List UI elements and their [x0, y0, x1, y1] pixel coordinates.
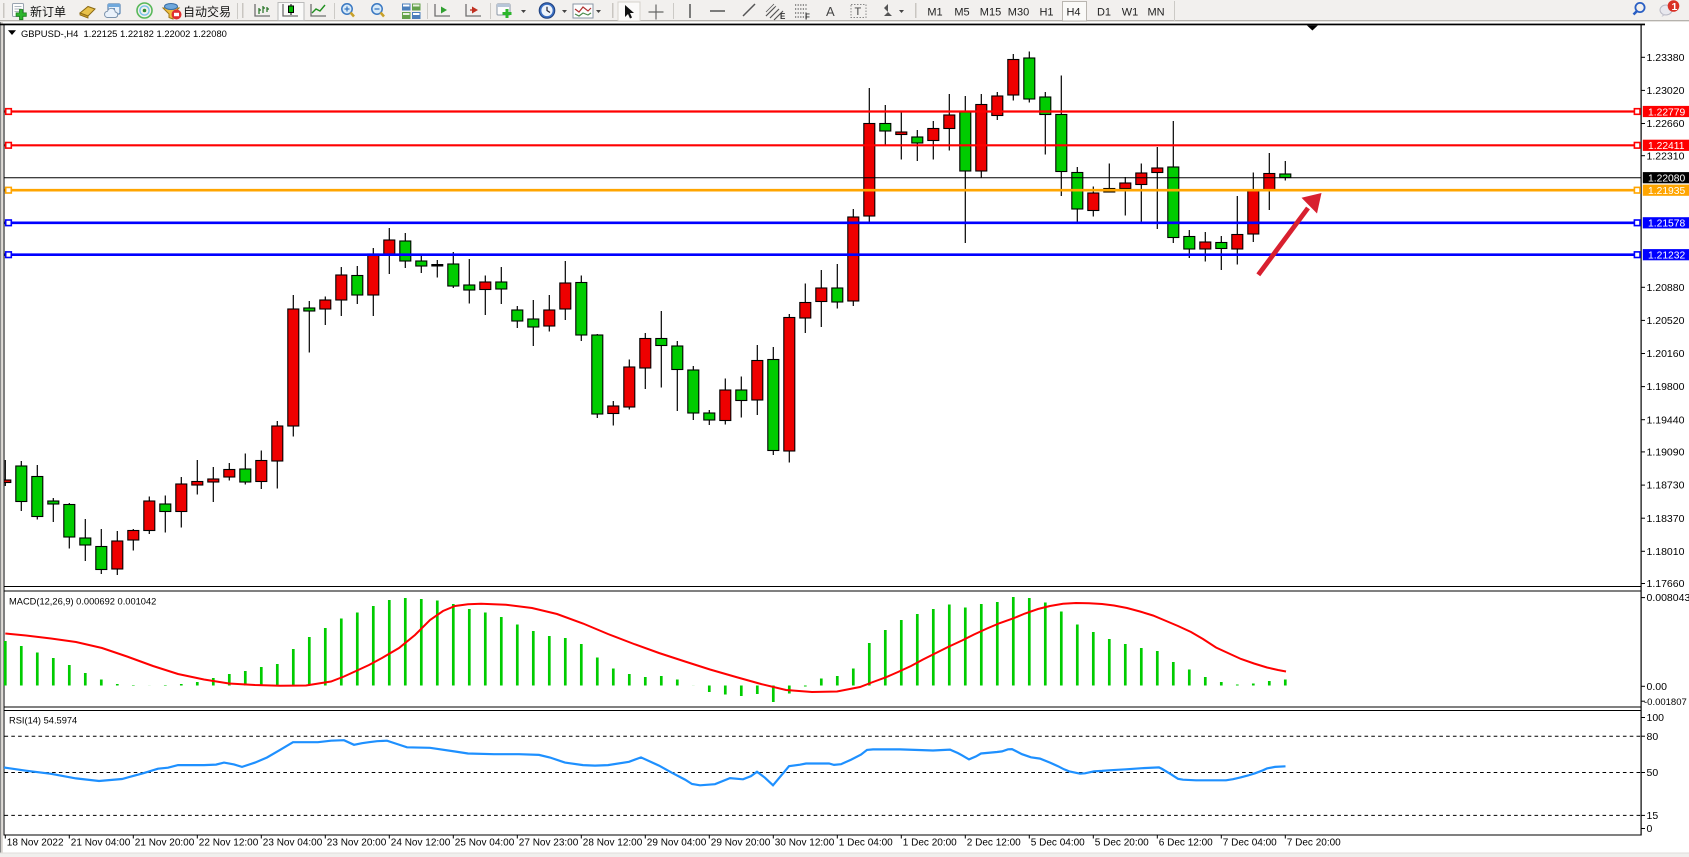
svg-text:-0.001807: -0.001807 [1644, 697, 1687, 708]
svg-text:25 Nov 04:00: 25 Nov 04:00 [455, 838, 515, 849]
svg-text:5 Dec 04:00: 5 Dec 04:00 [1031, 838, 1085, 849]
svg-text:1.23020: 1.23020 [1647, 85, 1685, 97]
svg-text:5 Dec 20:00: 5 Dec 20:00 [1095, 838, 1149, 849]
svg-text:H1: H1 [1039, 7, 1053, 19]
svg-text:50: 50 [1647, 767, 1659, 779]
svg-text:W1: W1 [1122, 7, 1139, 19]
svg-text:T: T [855, 6, 862, 18]
svg-text:22 Nov 12:00: 22 Nov 12:00 [199, 838, 259, 849]
svg-text:新订单: 新订单 [30, 4, 66, 19]
svg-text:15: 15 [1647, 810, 1659, 822]
svg-text:F: F [805, 13, 810, 22]
svg-text:1.22310: 1.22310 [1647, 150, 1685, 162]
svg-text:30 Nov 12:00: 30 Nov 12:00 [775, 838, 835, 849]
svg-text:D1: D1 [1097, 7, 1111, 19]
svg-text:1 Dec 04:00: 1 Dec 04:00 [839, 838, 893, 849]
svg-text:21 Nov 20:00: 21 Nov 20:00 [135, 838, 195, 849]
svg-text:A: A [826, 4, 835, 19]
svg-text:0: 0 [1647, 823, 1653, 835]
svg-text:7 Dec 04:00: 7 Dec 04:00 [1223, 838, 1277, 849]
svg-text:1.19800: 1.19800 [1647, 381, 1685, 393]
svg-text:29 Nov 04:00: 29 Nov 04:00 [647, 838, 707, 849]
svg-text:1.21578: 1.21578 [1648, 219, 1685, 230]
svg-text:1.20520: 1.20520 [1647, 315, 1685, 327]
svg-text:1.21935: 1.21935 [1648, 186, 1685, 197]
svg-text:1.22080: 1.22080 [1648, 174, 1685, 185]
svg-text:GBPUSD-,H4 1.22125 1.22182 1.: GBPUSD-,H4 1.22125 1.22182 1.22002 1.220… [21, 28, 227, 39]
svg-text:1.23380: 1.23380 [1647, 52, 1685, 64]
svg-text:2 Dec 12:00: 2 Dec 12:00 [967, 838, 1021, 849]
svg-text:M5: M5 [954, 7, 969, 19]
svg-text:1.22779: 1.22779 [1648, 107, 1685, 118]
svg-text:23 Nov 04:00: 23 Nov 04:00 [263, 838, 323, 849]
svg-text:1.19440: 1.19440 [1647, 414, 1685, 426]
svg-text:80: 80 [1647, 731, 1659, 743]
svg-text:1.20880: 1.20880 [1647, 282, 1685, 294]
svg-text:28 Nov 12:00: 28 Nov 12:00 [583, 838, 643, 849]
svg-text:29 Nov 20:00: 29 Nov 20:00 [711, 838, 771, 849]
svg-text:7 Dec 20:00: 7 Dec 20:00 [1287, 838, 1341, 849]
svg-text:1.22411: 1.22411 [1648, 141, 1685, 152]
svg-text:MACD(12,26,9) 0.000692 0.00104: MACD(12,26,9) 0.000692 0.001042 [9, 597, 156, 607]
svg-text:24 Nov 12:00: 24 Nov 12:00 [391, 838, 451, 849]
svg-text:H4: H4 [1066, 7, 1080, 19]
svg-text:E: E [780, 12, 786, 21]
svg-text:1: 1 [1672, 1, 1678, 13]
svg-text:M1: M1 [927, 7, 942, 19]
svg-text:1 Dec 20:00: 1 Dec 20:00 [903, 838, 957, 849]
svg-text:1.19090: 1.19090 [1647, 447, 1685, 459]
svg-text:1.22660: 1.22660 [1647, 118, 1685, 130]
svg-text:1.20160: 1.20160 [1647, 348, 1685, 360]
svg-text:M15: M15 [980, 7, 1001, 19]
svg-text:MN: MN [1147, 7, 1164, 19]
svg-text:6 Dec 12:00: 6 Dec 12:00 [1159, 838, 1213, 849]
svg-text:RSI(14) 54.5974: RSI(14) 54.5974 [9, 716, 77, 726]
svg-text:1.18010: 1.18010 [1647, 546, 1685, 558]
svg-text:0.00: 0.00 [1647, 681, 1668, 693]
svg-text:21 Nov 04:00: 21 Nov 04:00 [71, 838, 131, 849]
svg-text:100: 100 [1647, 712, 1665, 724]
svg-text:18 Nov 2022: 18 Nov 2022 [7, 838, 64, 849]
svg-text:M30: M30 [1008, 7, 1029, 19]
svg-text:23 Nov 20:00: 23 Nov 20:00 [327, 838, 387, 849]
svg-text:1.18370: 1.18370 [1647, 513, 1685, 525]
svg-text:0.008043: 0.008043 [1647, 592, 1689, 604]
svg-text:27 Nov 23:00: 27 Nov 23:00 [519, 838, 579, 849]
svg-text:1.17660: 1.17660 [1647, 578, 1685, 590]
svg-text:自动交易: 自动交易 [183, 4, 231, 19]
svg-text:1.21232: 1.21232 [1648, 251, 1685, 262]
svg-text:1.18730: 1.18730 [1647, 480, 1685, 492]
